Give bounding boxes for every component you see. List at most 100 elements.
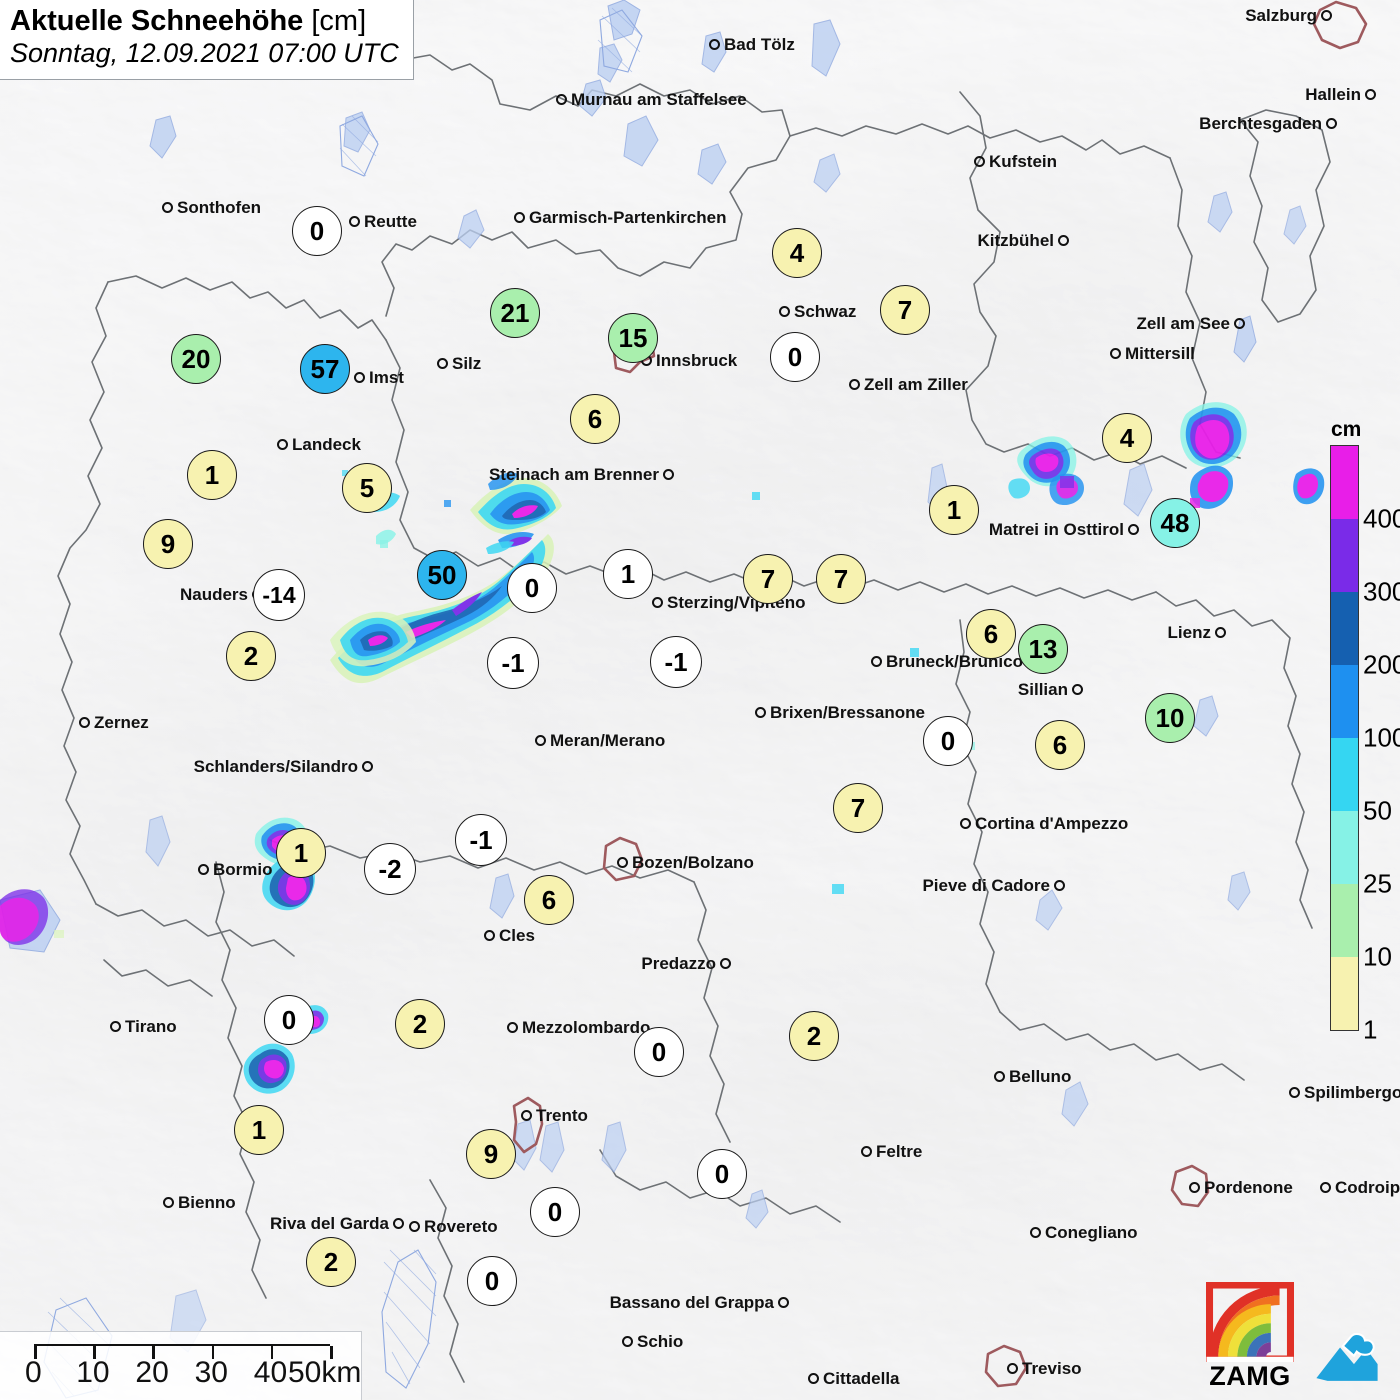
city-label: Bormio	[198, 861, 273, 878]
station-value-marker[interactable]: 7	[816, 554, 866, 604]
station-value-marker[interactable]: 6	[570, 394, 620, 444]
legend-tick-label: 400	[1363, 503, 1400, 534]
city-name: Steinach am Brenner	[488, 465, 659, 484]
city-label: Innsbruck	[641, 352, 737, 369]
city-marker-icon	[1054, 880, 1065, 891]
city-name: Feltre	[876, 1142, 923, 1161]
city-name: Schio	[637, 1332, 684, 1351]
city-marker-icon	[1030, 1227, 1041, 1238]
station-value-marker[interactable]: 4	[1102, 413, 1152, 463]
city-marker-icon	[1189, 1182, 1200, 1193]
station-value-marker[interactable]: 0	[697, 1149, 747, 1199]
station-value-marker[interactable]: 21	[490, 288, 540, 338]
station-value-marker[interactable]: 0	[923, 716, 973, 766]
city-name: Silz	[452, 354, 482, 373]
city-label: Sillian	[1018, 681, 1083, 698]
city-marker-icon	[1234, 318, 1245, 329]
zamg-logo[interactable]: ZAMG	[1205, 1280, 1295, 1392]
station-value-marker[interactable]: 1	[276, 828, 326, 878]
station-value-marker[interactable]: 2	[226, 631, 276, 681]
city-marker-icon	[349, 216, 360, 227]
station-value-marker[interactable]: 6	[966, 609, 1016, 659]
city-name: Riva del Garda	[269, 1214, 389, 1233]
city-name: Cittadella	[823, 1369, 900, 1388]
station-value-marker[interactable]: -2	[364, 843, 416, 895]
station-value-marker[interactable]: 48	[1150, 498, 1200, 548]
station-value-marker[interactable]: 2	[789, 1011, 839, 1061]
city-marker-icon	[861, 1146, 872, 1157]
station-value-marker[interactable]: 9	[466, 1129, 516, 1179]
geosphere-mountain-cloud-icon[interactable]	[1312, 1328, 1382, 1392]
station-value-marker[interactable]: -1	[650, 636, 702, 688]
city-marker-icon	[409, 1221, 420, 1232]
city-name: Coneglianо	[1045, 1223, 1138, 1242]
city-marker-icon	[198, 864, 209, 875]
station-value-marker[interactable]: 0	[507, 563, 557, 613]
station-value-marker[interactable]: 0	[634, 1027, 684, 1077]
city-label: Reutte	[349, 213, 417, 230]
station-value-marker[interactable]: 0	[264, 995, 314, 1045]
title-subtitle: Sonntag, 12.09.2021 07:00 UTC	[10, 38, 399, 69]
station-value-marker[interactable]: 6	[524, 875, 574, 925]
city-marker-icon	[162, 202, 173, 213]
city-label: Sonthofen	[162, 199, 261, 216]
legend-band: 50	[1331, 738, 1392, 823]
station-value-marker[interactable]: -14	[253, 569, 305, 621]
city-name: Sonthofen	[177, 198, 262, 217]
city-name: Landeck	[292, 435, 361, 454]
station-value-marker[interactable]: 1	[187, 450, 237, 500]
city-label: Pordenone	[1189, 1179, 1293, 1196]
city-name: Belluno	[1009, 1067, 1072, 1086]
station-value-marker[interactable]: 2	[395, 999, 445, 1049]
city-label: Coneglianо	[1030, 1224, 1138, 1241]
city-marker-icon	[663, 469, 674, 480]
city-marker-icon	[437, 358, 448, 369]
station-value-marker[interactable]: 7	[833, 783, 883, 833]
city-marker-icon	[393, 1218, 404, 1229]
title-unit: [cm]	[311, 5, 367, 37]
station-value-marker[interactable]: 1	[929, 485, 979, 535]
city-label: Zell am See	[1136, 315, 1245, 332]
station-value-marker[interactable]: -1	[455, 814, 507, 866]
station-value-marker[interactable]: 2	[306, 1237, 356, 1287]
city-marker-icon	[778, 1297, 789, 1308]
city-marker-icon	[1072, 684, 1083, 695]
city-label: Mezzolombardo	[507, 1019, 650, 1036]
station-value-marker[interactable]: 13	[1018, 624, 1068, 674]
scale-bar: 0 10 20 30 40 50km	[0, 1331, 362, 1400]
city-marker-icon	[362, 761, 373, 772]
station-value-marker[interactable]: 6	[1035, 720, 1085, 770]
scale-label: 10	[76, 1356, 110, 1389]
station-value-marker[interactable]: 50	[417, 550, 467, 600]
station-value-marker[interactable]: -1	[487, 637, 539, 689]
station-value-marker[interactable]: 20	[171, 334, 221, 384]
city-marker-icon	[514, 212, 525, 223]
city-name: Rovereto	[424, 1217, 498, 1236]
station-value-marker[interactable]: 0	[292, 206, 342, 256]
station-value-marker[interactable]: 1	[234, 1105, 284, 1155]
station-value-marker[interactable]: 15	[608, 313, 658, 363]
station-value-marker[interactable]: 7	[743, 554, 793, 604]
city-label: Bienno	[163, 1194, 236, 1211]
legend-band: 100	[1331, 665, 1400, 750]
station-value-marker[interactable]: 4	[772, 228, 822, 278]
station-value-marker[interactable]: 9	[143, 519, 193, 569]
color-legend: cm 400 300 200 100 50 25 10 1	[1318, 418, 1400, 1042]
station-value-marker[interactable]: 0	[467, 1256, 517, 1306]
city-name: Garmisch-Partenkirchen	[529, 208, 727, 227]
station-value-marker[interactable]: 0	[770, 332, 820, 382]
city-label: Bassano del Grappa	[610, 1294, 789, 1311]
station-value-marker[interactable]: 0	[530, 1187, 580, 1237]
city-marker-icon	[1215, 627, 1226, 638]
city-label: Nauders	[180, 586, 263, 603]
city-name: Bad Tölz	[724, 35, 795, 54]
city-name: Bienno	[178, 1193, 236, 1212]
station-value-marker[interactable]: 10	[1145, 693, 1195, 743]
station-value-marker[interactable]: 7	[880, 285, 930, 335]
station-value-marker[interactable]: 1	[603, 549, 653, 599]
city-name: Tirano	[125, 1017, 177, 1036]
station-value-marker[interactable]: 5	[342, 463, 392, 513]
station-value-marker[interactable]: 57	[300, 344, 350, 394]
legend-tick-label: 25	[1363, 868, 1392, 899]
